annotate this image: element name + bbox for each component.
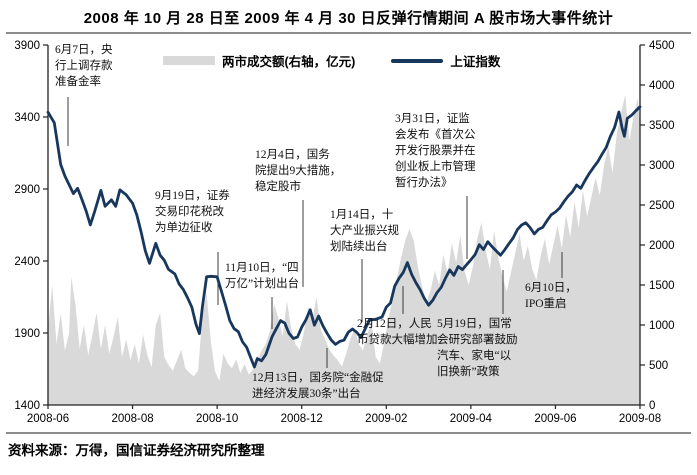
legend-item-volume: 两市成交额(右轴，亿元): [163, 51, 355, 70]
x-axis-label: 2009-04: [450, 413, 493, 425]
right-axis-label: 4500: [649, 40, 675, 52]
annotation-event-8: 3月31日，证监 会发布《首次公 开发行股票并在 创业板上市管理 暂行办法》: [395, 113, 476, 189]
source-note: 资料来源：万得，国信证券经济研究所整理: [8, 443, 265, 458]
annotation-event-1: 6月7日，央 行上调存款 准备金率: [55, 44, 113, 88]
left-axis-label: 1900: [14, 328, 40, 340]
legend: 两市成交额(右轴，亿元) 上证指数: [163, 51, 500, 70]
title-divider: [6, 32, 691, 34]
annotation-event-5: 12月13日，国务院“金融促 进经济发展30条”出台: [252, 372, 384, 400]
annotation-event-6: 1月14日，十 大产业振兴规 划陆续出台: [330, 209, 399, 253]
x-axis-label: 2009-02: [365, 413, 407, 425]
left-axis-label: 3400: [14, 112, 40, 124]
chart-title: 2008 年 10 月 28 日至 2009 年 4 月 30 日反弹行情期间 …: [83, 10, 614, 27]
x-axis-label: 2008-06: [27, 413, 69, 425]
left-axis-label: 1400: [14, 400, 40, 412]
left-axis-label: 2900: [14, 184, 40, 196]
x-axis-label: 2008-08: [111, 413, 153, 425]
right-axis-label: 2000: [649, 240, 675, 252]
annotation-event-7: 2月12日，人民 币贷款大幅增加: [357, 318, 438, 346]
annotation-event-4: 12月4日，国务 院提出9大措施， 稳定股市: [255, 149, 342, 193]
right-axis-label: 4000: [649, 80, 675, 92]
right-axis-label: 3500: [649, 120, 675, 132]
annotation-event-10: 6月10日， IPO重启: [525, 282, 577, 310]
legend-label-volume: 两市成交额(右轴，亿元): [222, 55, 356, 69]
right-axis-label: 2500: [649, 200, 675, 212]
volume-area-swatch-icon: [163, 56, 215, 65]
right-axis-label: 3000: [649, 160, 675, 172]
footer-divider: [6, 432, 691, 434]
annotation-event-3: 11月10日，“四 万亿”计划出台: [225, 262, 300, 290]
volume-area-series: [48, 94, 640, 405]
legend-label-index: 上证指数: [450, 55, 501, 69]
x-axis-label: 2008-10: [196, 413, 238, 425]
left-axis-label: 3900: [14, 40, 40, 52]
right-axis-label: 500: [649, 360, 668, 372]
annotation-event-2: 9月19日，证券 交易印花税改 为单边征收: [155, 190, 230, 234]
x-axis-label: 2008-12: [281, 413, 323, 425]
x-axis-label: 2009-08: [619, 413, 661, 425]
index-line-swatch-icon: [391, 58, 444, 63]
right-axis-label: 0: [649, 400, 655, 412]
right-axis-label: 1500: [649, 280, 675, 292]
right-axis-label: 1000: [649, 320, 675, 332]
index-line-series: [46, 105, 642, 369]
annotation-event-9: 5月19日，国常 会研究部署鼓励 汽车、家电“以 旧换新”政策: [437, 318, 518, 378]
left-axis-label: 2400: [14, 256, 40, 268]
x-axis-label: 2009-06: [534, 413, 576, 425]
legend-item-index: 上证指数: [391, 51, 500, 70]
